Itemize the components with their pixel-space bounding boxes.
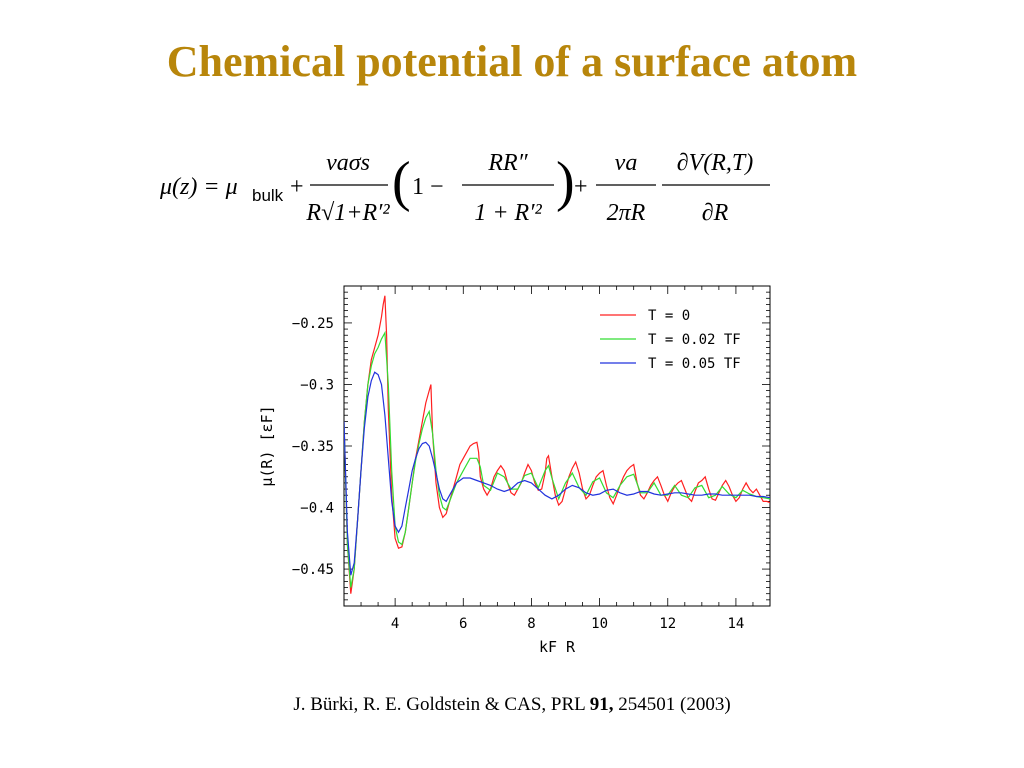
eq-paren-close: ) [556, 151, 575, 213]
chemical-potential-chart: 4 6 8 10 12 14 −0.25 −0.3 −0.35 −0.4 −0.45 kF R μ(R)… [240, 278, 780, 668]
x-tick-label: 12 [659, 616, 676, 632]
x-tick-label: 8 [527, 616, 535, 632]
eq-lhs: μ(z) = μ [159, 174, 238, 200]
x-tick-label: 10 [591, 616, 608, 632]
series-line-1 [344, 330, 770, 588]
y-tick-label: −0.3 [300, 377, 334, 393]
eq-frac2-den: 1 + R′² [474, 200, 542, 226]
y-tick-label: −0.35 [292, 439, 334, 455]
x-tick-label: 14 [727, 616, 744, 632]
eq-bulk-subscript: bulk [252, 186, 284, 205]
eq-plus-1: + [290, 174, 304, 200]
eq-frac1-den: R√1+R′² [305, 200, 390, 226]
eq-frac3-den: 2πR [607, 200, 646, 226]
chemical-potential-equation: μ(z) = μ bulk + vaσs R√1+R′² ( 1 − RR″ 1… [159, 138, 880, 233]
x-axis-label: kF R [539, 638, 576, 656]
eq-frac4-num: ∂V(R,T) [677, 150, 754, 176]
y-tick-label: −0.4 [300, 501, 334, 517]
y-tick-label: −0.45 [292, 562, 334, 578]
eq-frac1-num: vaσs [326, 150, 370, 176]
eq-plus-2: + [574, 174, 588, 200]
eq-paren-open: ( [392, 151, 411, 213]
chart-svg: 4 6 8 10 12 14 −0.25 −0.3 −0.35 −0.4 −0.45 kF R μ(R)… [258, 285, 771, 656]
eq-frac3-num: va [615, 150, 638, 176]
citation-authors: J. Bürki, R. E. Goldstein & CAS, PRL [293, 694, 590, 715]
legend-label-2: T = 0.05 TF [648, 356, 741, 372]
y-axis-label: μ(R) [εF] [258, 405, 276, 486]
eq-frac4-den: ∂R [702, 200, 729, 226]
legend-label-1: T = 0.02 TF [648, 332, 741, 348]
citation-volume: 91, [589, 694, 614, 715]
x-tick-label: 6 [459, 616, 467, 632]
y-tick-label: −0.25 [292, 316, 334, 332]
legend-label-0: T = 0 [648, 308, 690, 324]
x-tick-label: 4 [391, 616, 399, 632]
eq-one-minus: 1 − [412, 174, 444, 200]
series-line-2 [344, 371, 770, 576]
citation-rest: 254501 (2003) [613, 694, 731, 715]
eq-frac2-num: RR″ [487, 150, 528, 176]
citation: J. Bürki, R. E. Goldstein & CAS, PRL 91,… [0, 694, 1024, 716]
slide-title: Chemical potential of a surface atom [166, 37, 858, 86]
equation-svg: μ(z) = μ bulk + vaσs R√1+R′² ( 1 − RR″ 1… [159, 150, 770, 226]
